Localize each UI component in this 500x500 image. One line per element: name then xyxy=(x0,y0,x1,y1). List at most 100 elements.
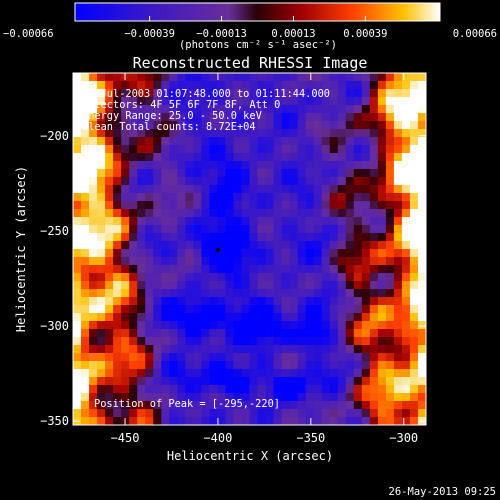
heatmap-cell xyxy=(137,313,146,322)
heatmap-cell xyxy=(257,313,267,322)
heatmap-cell xyxy=(209,161,219,170)
heatmap-cell xyxy=(321,169,331,178)
heatmap-cell xyxy=(337,209,347,218)
heatmap-cell xyxy=(81,145,90,154)
heatmap-cell xyxy=(145,305,154,314)
y-axis: −200−250−300−350 xyxy=(40,129,426,428)
heatmap-cell xyxy=(161,161,170,170)
heatmap-cell xyxy=(329,201,339,210)
heatmap-cell xyxy=(73,281,82,290)
heatmap-cell xyxy=(321,409,331,418)
heatmap-cell xyxy=(361,233,371,242)
heatmap-cell xyxy=(305,73,315,82)
heatmap-cell xyxy=(209,201,219,210)
heatmap-cell xyxy=(313,345,323,354)
heatmap-cell xyxy=(225,153,235,162)
heatmap-cell xyxy=(89,393,98,402)
heatmap-cell xyxy=(145,97,154,106)
heatmap-cell xyxy=(377,209,387,218)
heatmap-cell xyxy=(401,401,411,410)
info-line-detectors: Detectors: 4F 5F 6F 7F 8F, Att 0 xyxy=(82,99,280,111)
heatmap-cell xyxy=(169,265,178,274)
heatmap-cell xyxy=(377,417,387,425)
heatmap-cell xyxy=(377,321,387,330)
heatmap-cell xyxy=(249,385,259,394)
heatmap-cell xyxy=(409,409,419,418)
heatmap-cell xyxy=(193,129,202,138)
heatmap-cell xyxy=(193,105,202,114)
heatmap-cell xyxy=(241,273,251,282)
heatmap-cell xyxy=(281,249,291,258)
heatmap-cell xyxy=(297,265,307,274)
heatmap-cell xyxy=(329,401,339,410)
heatmap-cell xyxy=(329,265,339,274)
heatmap-cell xyxy=(97,209,106,218)
heatmap-cell xyxy=(409,113,419,122)
heatmap-cell xyxy=(209,257,219,266)
heatmap-cell xyxy=(385,305,395,314)
heatmap-cell xyxy=(233,121,243,130)
heatmap-cell xyxy=(169,217,178,226)
heatmap-cell xyxy=(121,225,130,234)
heatmap-cell xyxy=(289,185,299,194)
heatmap-cell xyxy=(161,297,170,306)
heatmap-cell xyxy=(329,217,339,226)
heatmap-cell xyxy=(401,313,411,322)
heatmap-cell xyxy=(265,81,275,90)
heatmap-cell xyxy=(321,129,331,138)
colorbar-tick-label: −0.00066 xyxy=(3,28,54,40)
heatmap-cell xyxy=(241,217,251,226)
heatmap-cell xyxy=(377,385,387,394)
heatmap-cell xyxy=(233,305,243,314)
heatmap-cell xyxy=(249,153,259,162)
heatmap-cell xyxy=(313,73,323,82)
heatmap-cell xyxy=(137,225,146,234)
heatmap-cell xyxy=(249,361,259,370)
heatmap-cell xyxy=(297,217,307,226)
heatmap-cell xyxy=(329,281,339,290)
heatmap-cell xyxy=(89,225,98,234)
heatmap-cell xyxy=(377,89,387,98)
heatmap-cell xyxy=(249,313,259,322)
heatmap-cell xyxy=(353,361,363,370)
heatmap-cell xyxy=(89,97,98,106)
heatmap-cell xyxy=(233,329,243,338)
heatmap-cell xyxy=(353,121,363,130)
heatmap-cell xyxy=(353,289,363,298)
heatmap-cell xyxy=(209,113,219,122)
heatmap-cell xyxy=(185,105,194,114)
heatmap-cell xyxy=(321,193,331,202)
heatmap-cell xyxy=(393,249,403,258)
heatmap-cell xyxy=(81,305,90,314)
chart-title: Reconstructed RHESSI Image xyxy=(133,54,368,72)
heatmap-cell xyxy=(185,161,194,170)
heatmap-cell xyxy=(337,297,347,306)
heatmap-cell xyxy=(105,193,114,202)
heatmap-cell xyxy=(193,225,202,234)
heatmap-cell xyxy=(177,265,186,274)
heatmap-cell xyxy=(121,409,130,418)
heatmap-cell xyxy=(289,129,299,138)
heatmap-cell xyxy=(257,385,267,394)
heatmap-cell xyxy=(177,401,186,410)
colorbar-unit-label: (photons cm⁻² s⁻¹ asec⁻²) xyxy=(179,39,337,51)
heatmap-cell xyxy=(185,257,194,266)
heatmap-cell xyxy=(145,73,154,82)
heatmap-cell xyxy=(385,361,395,370)
heatmap-cell xyxy=(409,281,419,290)
heatmap-cell xyxy=(241,105,251,114)
heatmap-cell xyxy=(137,257,146,266)
heatmap-cell xyxy=(153,193,162,202)
heatmap-cell xyxy=(385,153,395,162)
heatmap-cell xyxy=(257,185,267,194)
observation-info: 17-Jul-2003 01:07:48.000 to 01:11:44.000… xyxy=(82,88,330,133)
heatmap-cell xyxy=(289,369,299,378)
heatmap-cell xyxy=(273,225,283,234)
heatmap-cell xyxy=(361,97,371,106)
heatmap-cell xyxy=(385,225,395,234)
heatmap-cell xyxy=(225,105,235,114)
heatmap-cell xyxy=(337,89,347,98)
heatmap-cell xyxy=(417,345,426,354)
heatmap-cell xyxy=(417,193,426,202)
heatmap-cell xyxy=(393,121,403,130)
